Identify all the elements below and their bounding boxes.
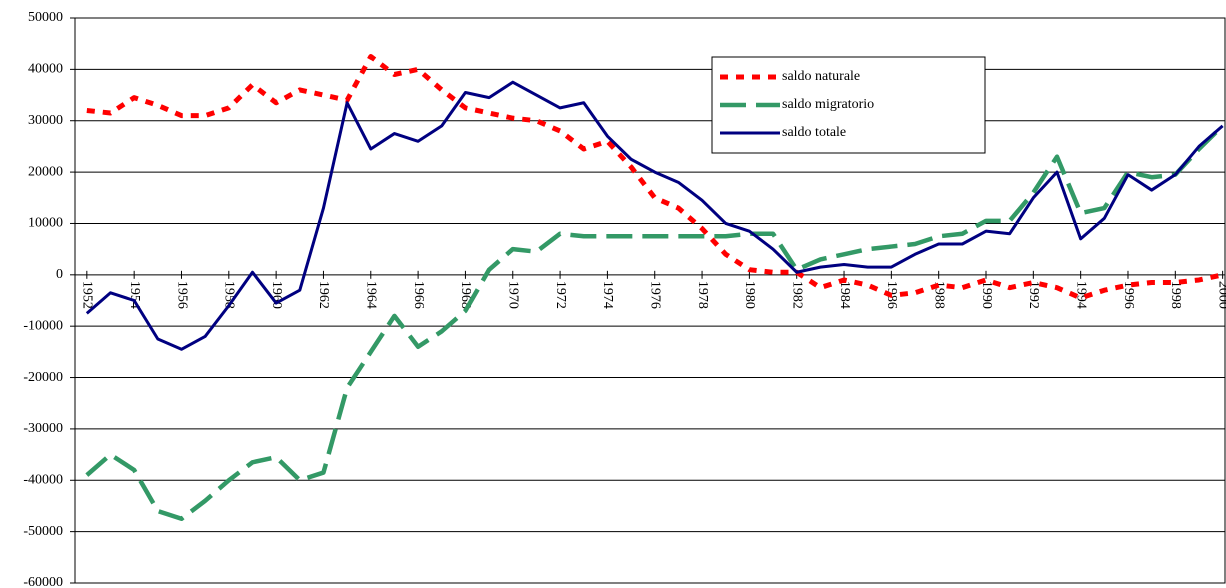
y-tick-label: -20000 xyxy=(23,370,63,385)
x-tick-label: 1962 xyxy=(316,281,331,309)
x-tick-label: 1978 xyxy=(695,281,710,309)
legend-label: saldo migratorio xyxy=(782,97,874,112)
series-line xyxy=(86,54,1224,301)
y-tick-label: -60000 xyxy=(23,575,63,588)
x-tick-label: 1974 xyxy=(600,281,615,309)
x-tick-label: 1992 xyxy=(1026,281,1041,309)
x-tick-label: 1972 xyxy=(553,281,568,309)
y-tick-label: 20000 xyxy=(28,164,63,179)
series-line xyxy=(85,124,1225,522)
y-tick-label: -50000 xyxy=(23,524,63,539)
series-line xyxy=(85,80,1224,351)
x-tick-label: 2000 xyxy=(1215,281,1226,309)
x-tick-label: 1952 xyxy=(80,281,95,309)
legend-label: saldo naturale xyxy=(782,69,860,84)
x-tick-label: 1982 xyxy=(789,281,804,309)
y-tick-label: -40000 xyxy=(23,472,63,487)
y-tick-label: -30000 xyxy=(23,421,63,436)
x-tick-label: 1994 xyxy=(1073,281,1088,309)
x-tick-label: 1990 xyxy=(979,281,994,309)
x-tick-label: 1970 xyxy=(506,281,521,309)
y-tick-label: 10000 xyxy=(28,216,63,231)
y-tick-label: 0 xyxy=(56,267,63,282)
y-tick-label: 50000 xyxy=(28,10,63,25)
x-tick-label: 1996 xyxy=(1121,281,1136,309)
x-tick-label: 1956 xyxy=(174,281,189,309)
x-tick-label: 1966 xyxy=(411,281,426,309)
x-tick-label: 1998 xyxy=(1168,281,1183,309)
x-tick-label: 1954 xyxy=(127,281,142,309)
x-tick-label: 1980 xyxy=(742,281,757,309)
x-tick-label: 1976 xyxy=(648,281,663,309)
plot-border xyxy=(74,17,1226,584)
y-tick-label: 30000 xyxy=(28,113,63,128)
legend-label: saldo totale xyxy=(782,125,846,140)
x-tick-label: 1964 xyxy=(364,281,379,309)
x-tick-label: 1984 xyxy=(837,281,852,309)
y-tick-label: -10000 xyxy=(23,318,63,333)
y-tick-label: 40000 xyxy=(28,62,63,77)
